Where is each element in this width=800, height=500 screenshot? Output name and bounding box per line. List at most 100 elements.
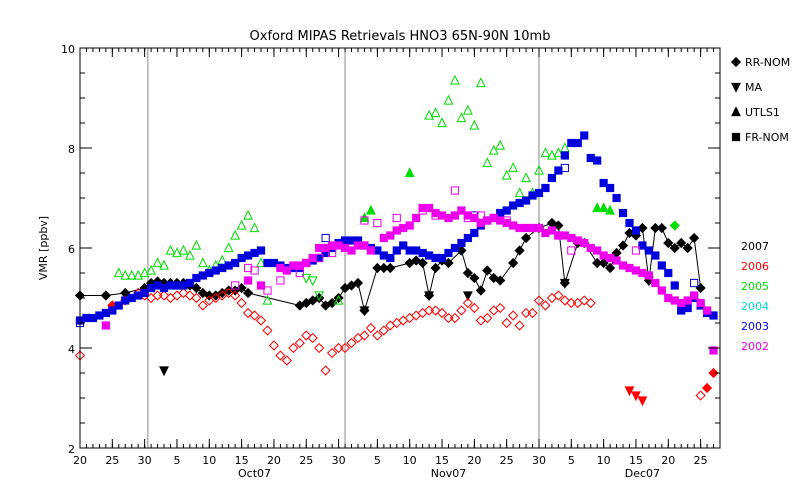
data-point xyxy=(411,255,422,266)
data-point xyxy=(669,242,680,254)
legend-retrievals: RR-NOM MA UTLS1 FR-NOM xyxy=(730,56,790,144)
data-point xyxy=(378,325,389,336)
data-point xyxy=(514,187,525,198)
data-point xyxy=(412,213,421,223)
data-point xyxy=(139,267,150,278)
data-point xyxy=(482,312,493,324)
data-point xyxy=(449,312,461,324)
data-point xyxy=(184,249,195,260)
x-tick-label: 10 xyxy=(202,454,216,467)
data-point xyxy=(430,262,441,274)
series-2007-ma xyxy=(159,276,654,377)
x-tick-label: 15 xyxy=(629,454,643,467)
legend-year-label: 2005 xyxy=(741,280,769,293)
data-point xyxy=(547,173,557,183)
data-point xyxy=(178,287,189,299)
y-tick-label: 2 xyxy=(68,443,75,456)
data-point xyxy=(327,347,338,359)
data-point xyxy=(443,94,454,105)
x-tick-label: 15 xyxy=(435,454,449,467)
data-point xyxy=(547,149,557,160)
data-point xyxy=(554,166,563,175)
legend-square-icon xyxy=(731,132,741,142)
data-point xyxy=(236,297,247,309)
data-point xyxy=(249,222,260,233)
data-point xyxy=(328,248,337,258)
legend-years: 2007 2006 2005 2004 2003 2002 xyxy=(741,240,769,353)
data-point xyxy=(534,164,544,175)
data-point xyxy=(482,265,493,276)
data-point xyxy=(533,295,545,306)
data-point xyxy=(508,162,519,173)
data-point xyxy=(676,237,687,249)
data-point xyxy=(333,294,344,305)
data-point xyxy=(288,342,299,354)
legend-retrieval-label: FR-NOM xyxy=(745,131,789,144)
y-tick-label: 10 xyxy=(61,43,75,56)
data-point xyxy=(359,330,370,341)
data-point xyxy=(488,272,499,284)
data-point xyxy=(696,298,705,308)
legend-year-label: 2007 xyxy=(741,240,769,253)
data-point xyxy=(436,307,448,319)
data-point xyxy=(242,287,254,299)
data-point xyxy=(651,251,660,260)
data-point xyxy=(470,228,479,238)
data-point xyxy=(159,366,169,377)
data-point xyxy=(462,267,473,279)
data-point xyxy=(197,257,208,268)
chart-title: Oxford MIPAS Retrievals HNO3 65N-90N 10m… xyxy=(250,29,551,44)
data-point xyxy=(547,226,557,235)
data-point xyxy=(365,322,377,334)
data-point xyxy=(508,257,519,269)
data-point xyxy=(262,294,273,305)
data-point xyxy=(502,206,511,215)
data-point xyxy=(553,220,564,231)
data-point xyxy=(580,238,589,248)
data-point xyxy=(514,320,525,331)
series-2002-fr-nom-open xyxy=(231,186,641,295)
data-point xyxy=(541,183,550,193)
data-point xyxy=(463,213,472,223)
data-point xyxy=(580,131,589,140)
data-point xyxy=(133,269,144,280)
data-point xyxy=(592,202,603,213)
data-point xyxy=(457,238,466,248)
data-point xyxy=(585,297,596,309)
data-point xyxy=(347,246,356,255)
data-point xyxy=(424,291,434,302)
data-point xyxy=(256,246,266,255)
data-point xyxy=(612,193,621,203)
data-point xyxy=(520,307,532,319)
data-point xyxy=(308,253,317,263)
data-point xyxy=(695,390,706,401)
data-point xyxy=(618,208,628,218)
data-point xyxy=(521,172,531,183)
data-point xyxy=(262,325,273,336)
series-2005-utls1-filled xyxy=(359,167,616,223)
data-point xyxy=(366,246,376,255)
data-point xyxy=(508,310,519,321)
series-layer xyxy=(74,74,719,407)
data-point xyxy=(624,386,635,397)
data-point xyxy=(527,307,538,319)
data-point xyxy=(702,306,712,315)
data-point xyxy=(560,151,569,160)
data-point xyxy=(625,218,634,228)
data-point xyxy=(275,350,286,361)
data-point xyxy=(593,246,602,255)
data-point xyxy=(456,112,467,123)
data-point xyxy=(263,286,272,295)
y-tick-label: 6 xyxy=(68,243,75,256)
data-point xyxy=(256,281,266,290)
data-point xyxy=(605,204,616,215)
data-point xyxy=(462,297,473,309)
x-tick-label: 25 xyxy=(500,454,514,467)
data-point xyxy=(701,382,713,394)
data-point xyxy=(456,305,467,316)
data-point xyxy=(709,346,718,355)
x-tick-label: 5 xyxy=(374,454,381,467)
data-point xyxy=(663,237,674,249)
data-point xyxy=(567,246,576,255)
data-point xyxy=(114,301,123,310)
